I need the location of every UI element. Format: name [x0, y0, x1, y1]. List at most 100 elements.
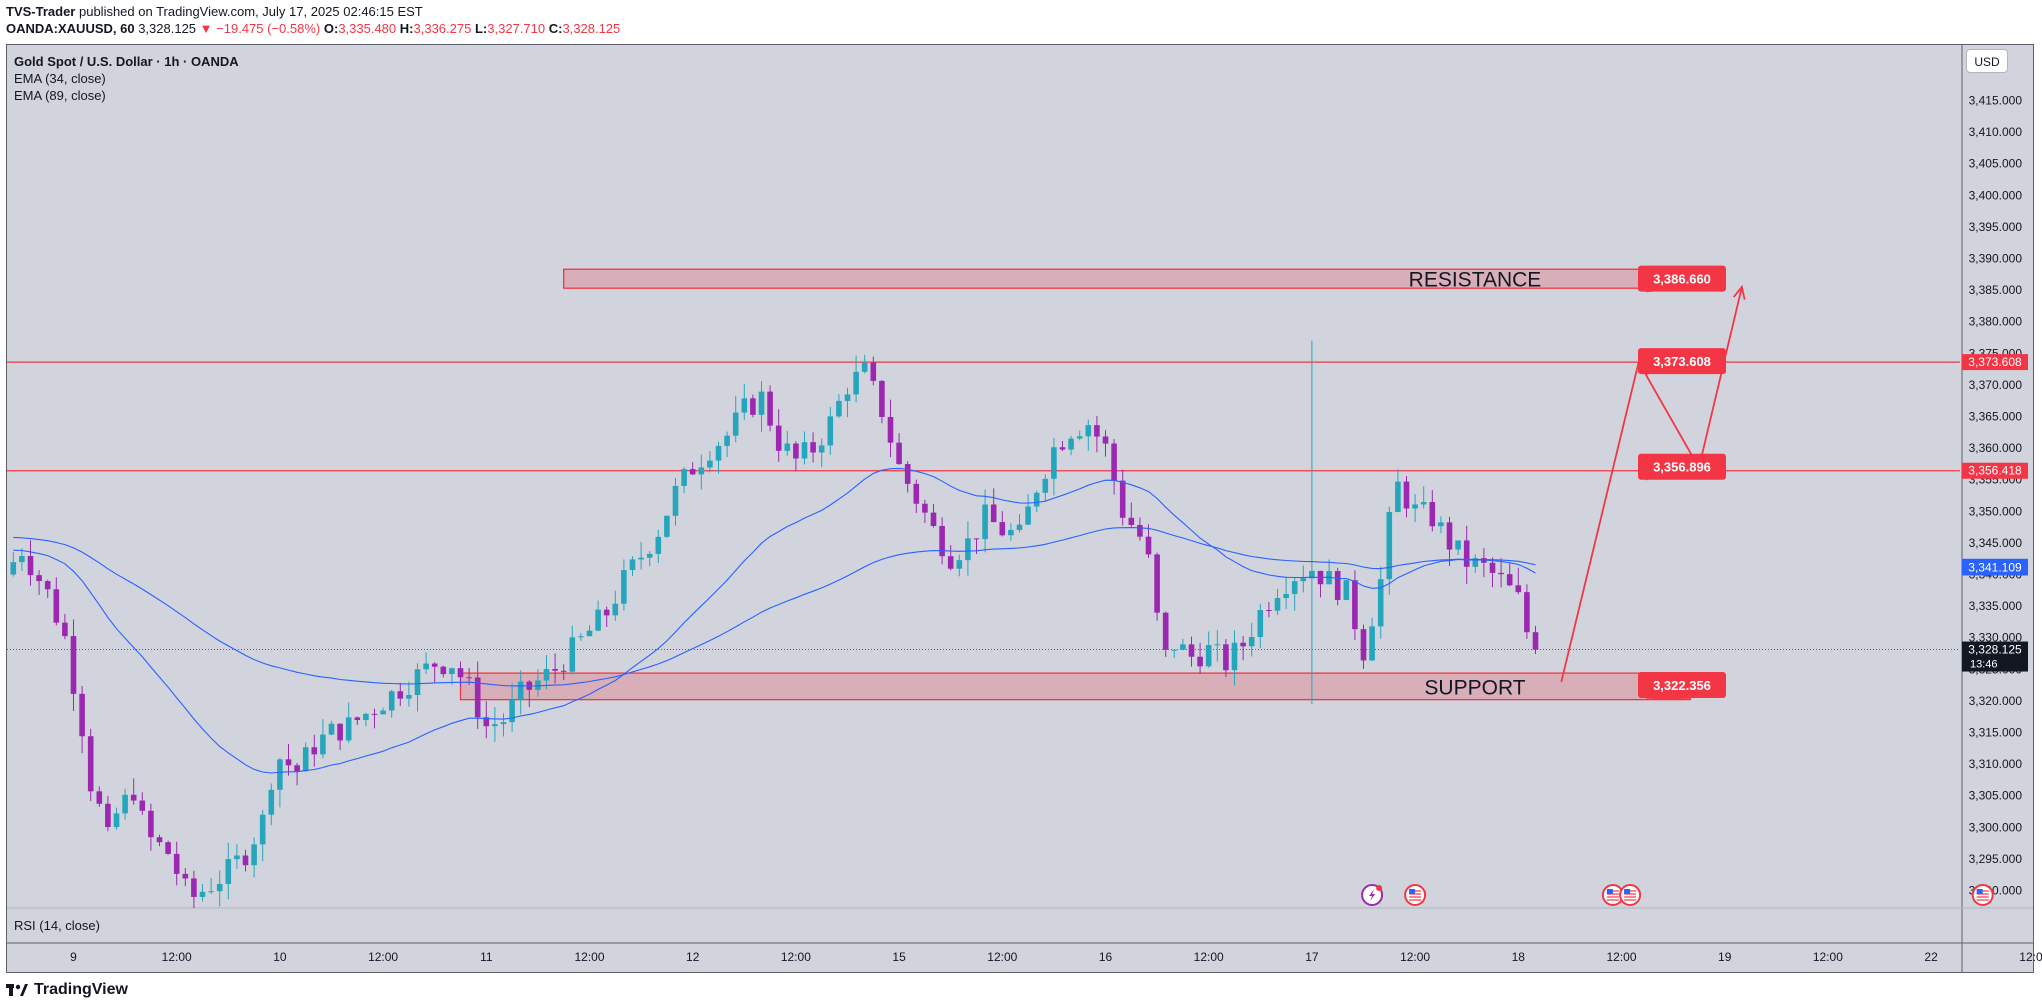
candle-body[interactable] [320, 734, 326, 755]
candle-body[interactable] [844, 394, 851, 401]
candle-body[interactable] [165, 842, 171, 854]
candle-body[interactable] [1008, 529, 1014, 536]
candle-body[interactable] [1463, 540, 1470, 567]
candle-body[interactable] [836, 400, 842, 417]
candle-body[interactable] [1102, 436, 1109, 444]
candle-body[interactable] [1300, 578, 1307, 582]
candle-body[interactable] [973, 538, 980, 540]
candle-body[interactable] [999, 522, 1006, 536]
candle-body[interactable] [1334, 571, 1341, 600]
candle-body[interactable] [793, 443, 799, 459]
candle-body[interactable] [122, 794, 128, 814]
candle-body[interactable] [681, 469, 687, 486]
candle-body[interactable] [1455, 540, 1461, 550]
candle-body[interactable] [1274, 598, 1281, 611]
candle-body[interactable] [1343, 580, 1350, 600]
candle-body[interactable] [956, 560, 963, 569]
candle-body[interactable] [36, 575, 42, 582]
candle-body[interactable] [887, 416, 894, 443]
legend-title[interactable]: Gold Spot / U.S. Dollar · 1h · OANDA [14, 54, 239, 69]
candle-body[interactable] [449, 668, 455, 675]
candle-body[interactable] [517, 681, 524, 700]
candle-body[interactable] [655, 536, 662, 554]
candle-body[interactable] [1162, 612, 1169, 650]
candle-body[interactable] [827, 416, 834, 446]
candle-body[interactable] [1137, 524, 1143, 537]
candle-body[interactable] [595, 609, 601, 631]
candle-body[interactable] [234, 855, 240, 860]
candle-body[interactable] [1119, 480, 1126, 518]
candle-body[interactable] [1489, 562, 1496, 573]
candle-body[interactable] [130, 794, 137, 801]
candle-body[interactable] [182, 873, 189, 879]
candle-body[interactable] [1042, 478, 1049, 493]
candle-body[interactable] [922, 503, 928, 513]
candle-body[interactable] [1180, 644, 1186, 650]
candle-body[interactable] [552, 668, 558, 671]
candle-body[interactable] [629, 559, 636, 570]
candle-body[interactable] [982, 504, 988, 540]
candle-body[interactable] [1532, 632, 1539, 650]
candle-body[interactable] [191, 878, 197, 897]
candle-body[interactable] [483, 717, 490, 727]
candle-body[interactable] [818, 445, 825, 453]
ema-34-line[interactable] [13, 467, 1536, 774]
candle-body[interactable] [767, 391, 773, 426]
candle-body[interactable] [474, 677, 481, 718]
candle-body[interactable] [758, 391, 765, 415]
level-callout-box[interactable] [1638, 348, 1726, 375]
candle-body[interactable] [1068, 438, 1074, 450]
candle-body[interactable] [1377, 579, 1384, 627]
candle-body[interactable] [646, 553, 653, 558]
candle-body[interactable] [879, 380, 885, 417]
legend-ema34[interactable]: EMA (34, close) [14, 71, 106, 86]
candle-body[interactable] [732, 412, 739, 436]
candle-body[interactable] [947, 556, 954, 569]
candle-body[interactable] [10, 562, 17, 575]
candle-body[interactable] [363, 713, 369, 721]
candle-body[interactable] [1472, 558, 1479, 567]
level-callout-box[interactable] [1638, 672, 1726, 699]
candle-body[interactable] [492, 724, 498, 727]
candle-body[interactable] [810, 442, 816, 453]
candle-body[interactable] [1205, 645, 1212, 667]
candle-body[interactable] [715, 445, 722, 461]
candle-body[interactable] [70, 636, 77, 694]
candle-body[interactable] [1352, 580, 1358, 630]
candle-body[interactable] [328, 723, 335, 735]
candle-body[interactable] [500, 722, 507, 725]
candle-body[interactable] [96, 791, 103, 804]
candle-body[interactable] [406, 694, 412, 699]
candle-body[interactable] [741, 398, 748, 413]
candle-body[interactable] [268, 789, 275, 815]
candle-body[interactable] [913, 483, 920, 504]
candle-body[interactable] [1145, 536, 1152, 555]
candle-body[interactable] [1524, 592, 1530, 633]
tradingview-logo[interactable]: TradingView [6, 981, 128, 999]
event-us-flag-icon[interactable] [1619, 884, 1642, 906]
candle-body[interactable] [586, 630, 593, 637]
candle-body[interactable] [689, 469, 696, 475]
candle-body[interactable] [354, 717, 361, 721]
event-us-flag-icon[interactable] [1404, 884, 1427, 906]
candle-body[interactable] [199, 891, 206, 897]
candle-body[interactable] [1446, 522, 1453, 550]
candle-body[interactable] [1438, 522, 1444, 527]
candle-body[interactable] [990, 504, 997, 523]
rsi-legend[interactable]: RSI (14, close) [14, 918, 100, 933]
candle-body[interactable] [1128, 517, 1135, 525]
candle-body[interactable] [904, 464, 911, 484]
author-name[interactable]: TVS-Trader [6, 4, 76, 19]
candle-body[interactable] [156, 837, 163, 843]
legend-ema89[interactable]: EMA (89, close) [14, 88, 106, 103]
candle-body[interactable] [53, 589, 60, 623]
candle-body[interactable] [44, 581, 51, 590]
candle-body[interactable] [1025, 506, 1031, 525]
candle-body[interactable] [1111, 443, 1117, 481]
candle-body[interactable] [1266, 610, 1272, 612]
candle-body[interactable] [1240, 642, 1246, 647]
candle-body[interactable] [388, 691, 395, 711]
candle-body[interactable] [457, 668, 464, 678]
candle-body[interactable] [414, 669, 421, 695]
